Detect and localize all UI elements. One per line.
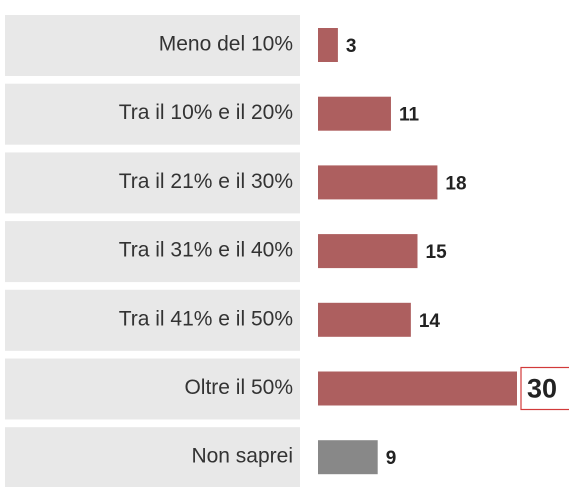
label-cell <box>5 83 300 145</box>
bar <box>318 302 411 337</box>
value-label: 3 <box>346 36 357 57</box>
label-cell <box>5 358 300 420</box>
bar <box>318 165 438 200</box>
value-label: 15 <box>426 242 448 263</box>
category-label: Tra il 10% e il 20% <box>119 101 293 124</box>
bar <box>318 371 517 406</box>
value-label: 9 <box>386 448 397 469</box>
category-label: Non saprei <box>191 445 293 468</box>
bar <box>318 96 391 131</box>
bar <box>318 234 418 269</box>
category-label: Oltre il 50% <box>184 376 293 399</box>
value-label: 30 <box>527 374 557 404</box>
label-cell <box>5 15 300 76</box>
label-cell <box>5 427 300 487</box>
bar <box>318 28 338 62</box>
label-cell <box>5 221 300 283</box>
bar <box>318 440 378 475</box>
category-label: Meno del 10% <box>159 33 293 56</box>
category-label: Tra il 21% e il 30% <box>119 170 293 193</box>
highlight-box <box>520 366 569 411</box>
value-label: 11 <box>399 105 420 126</box>
label-cell <box>5 289 300 351</box>
category-label: Tra il 41% e il 50% <box>119 307 293 330</box>
category-label: Tra il 31% e il 40% <box>119 239 293 262</box>
value-label: 18 <box>445 173 466 194</box>
value-label: 14 <box>419 311 441 332</box>
label-cell <box>5 152 300 214</box>
